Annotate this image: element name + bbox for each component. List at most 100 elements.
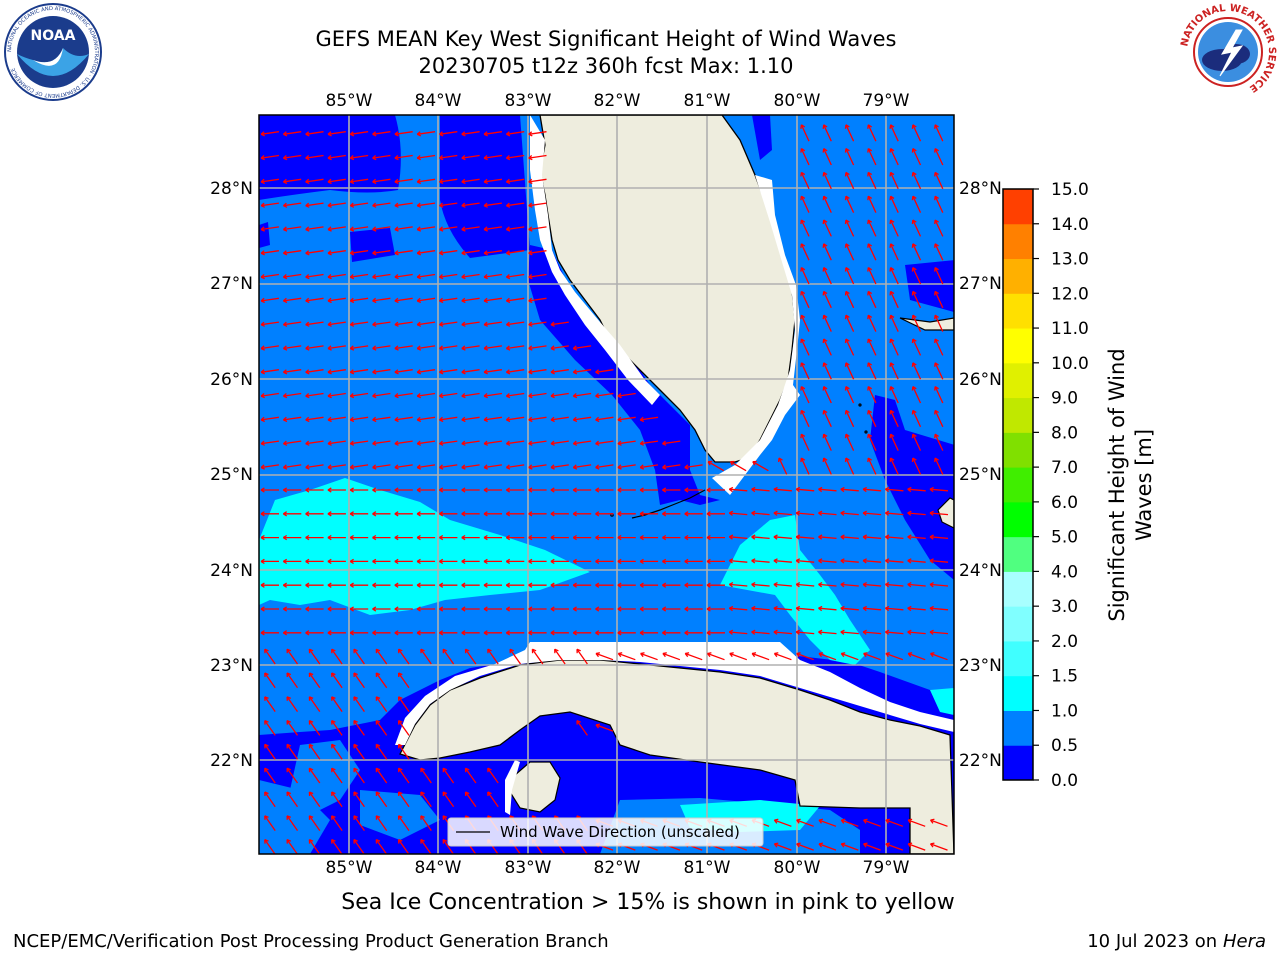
wave-arrow [261,250,279,254]
wave-arrow [840,512,859,516]
wave-arrow [752,461,769,472]
wave-arrow [640,464,659,469]
wave-arrow [261,321,279,326]
wave-arrow [800,362,810,380]
wave-arrow [550,321,569,326]
wave-arrow-head [286,767,292,773]
colorbar-tick-label: 1.5 [1051,667,1078,687]
wave-arrow-head [844,124,850,129]
wave-arrow-head [394,606,399,612]
wave-arrow-head [822,338,828,344]
wave-arrow-head [706,606,711,612]
colorbar-swatch [1003,536,1033,572]
wave-arrow-head [550,487,555,493]
wave-arrow-head [305,534,310,541]
wave-arrow-head [505,178,511,185]
wave-arrow [305,178,324,183]
wave-arrow [305,297,324,302]
wave-arrow-head [911,386,917,391]
wave-arrow-head [528,416,533,423]
wave-arrow-head [397,767,403,773]
wave-arrow-head [867,290,873,296]
wave-arrow [286,672,299,689]
wave-arrow-head [844,362,850,367]
wave-arrow-head [286,648,292,654]
wave-arrow [640,652,658,661]
wave-arrow [484,464,502,469]
wave-arrow-head [728,534,734,540]
wave-arrow [867,314,877,332]
wave-arrow-head [439,630,444,636]
wave-arrow-head [572,487,577,493]
wave-arrow-head [372,321,377,327]
wave-arrow [283,345,302,350]
wave-arrow [845,457,855,475]
wave-arrow-head [576,648,581,654]
wave-arrow [461,178,480,183]
wave-arrow-head [420,839,425,844]
wave-arrow-head [282,630,288,636]
wave-arrow-head [795,629,801,635]
wave-arrow [394,178,413,183]
wave-arrow-head [889,243,895,248]
wave-arrow-head [528,202,533,208]
wave-arrow-head [867,433,873,439]
wave-arrow-head [617,487,622,493]
wave-arrow [353,767,365,784]
wave-arrow [264,815,276,831]
wave-arrow-head [528,582,533,588]
wave-arrow [845,291,855,309]
wave-arrow [442,648,455,665]
wave-arrow [867,433,877,451]
wave-arrow-head [260,630,265,636]
colorbar-tick-label: 12.0 [1051,284,1089,304]
wave-arrow-head [327,297,332,304]
wave-arrow-head [706,534,711,541]
wave-arrow [796,819,814,827]
wave-arrow [751,583,770,587]
wave-arrow [863,536,882,540]
wave-arrow-head [822,124,828,129]
wave-arrow [773,631,792,635]
wave-arrow-head [867,409,873,415]
wave-arrow [907,607,926,611]
wave-arrow [331,767,343,784]
wave-arrow [305,131,324,135]
wave-arrow [796,607,815,611]
wave-arrow-head [505,321,511,327]
wave-arrow [417,131,436,135]
wave-arrow [840,607,859,611]
wave-arrow-head [349,250,355,256]
wave-arrow-head [907,558,912,564]
wave-arrow [372,154,391,159]
credit-right: 10 Jul 2023 on Hera [1087,931,1266,952]
wave-arrow [327,440,346,445]
wave-arrow [439,416,458,421]
wave-arrow-head [420,791,425,797]
wave-arrow-head [800,148,806,153]
wave-arrow [372,416,391,421]
wave-arrow-head [907,842,913,848]
wave-arrow-head [260,202,265,208]
wave-arrow [573,440,592,445]
wave-arrow [867,124,877,142]
wave-arrow [261,202,279,207]
wave-arrow-head [572,606,577,612]
wave-arrow-head [639,582,644,588]
wave-arrow-head [572,582,577,588]
wave-arrow [417,369,436,373]
wave-arrow [823,243,832,261]
wave-arrow [818,607,837,611]
wave-arrow [528,154,547,159]
wave-arrow [350,369,369,373]
wave-arrow-head [327,250,332,256]
cuba-nodata-north [395,642,954,745]
wave-arrow [912,124,922,142]
wave-arrow-head [416,464,422,470]
wave-arrow-head [800,195,806,201]
wave-arrow [890,457,899,475]
wave-arrow [885,512,904,516]
wave-arrow [375,791,388,808]
wave-arrow-head [331,743,336,749]
wave-arrow [796,536,815,540]
